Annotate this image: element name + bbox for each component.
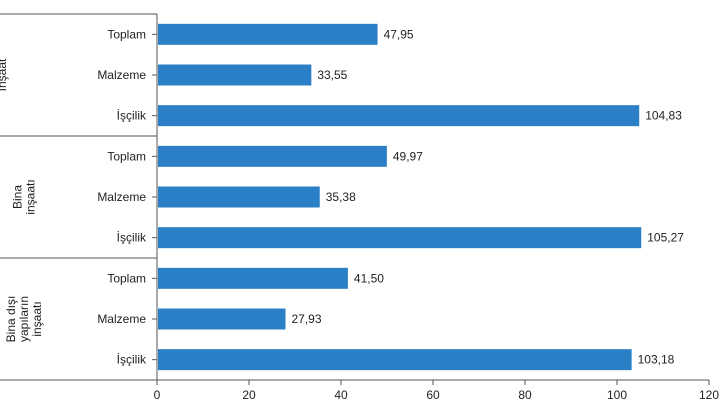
bar	[158, 267, 348, 289]
x-tick-label: 60	[426, 388, 440, 402]
category-label: Malzeme	[97, 68, 146, 82]
category-label: İşçilik	[117, 353, 147, 367]
category-label: İşçilik	[117, 231, 147, 245]
group-label-line: inşaatı	[30, 301, 44, 336]
bar	[158, 308, 286, 330]
category-label: Toplam	[107, 149, 146, 163]
x-tick-label: 100	[607, 388, 627, 402]
bar	[158, 227, 642, 249]
group-label-line: yapıların	[17, 296, 31, 342]
category-label: Malzeme	[97, 312, 146, 326]
value-label: 105,27	[647, 231, 684, 245]
x-tick-label: 40	[334, 388, 348, 402]
value-label: 33,55	[317, 68, 347, 82]
category-label: İşçilik	[117, 109, 147, 123]
group-label: Bina dışıyapılarıninşaatı	[4, 296, 44, 343]
group-label-line: inşaatı	[24, 179, 38, 214]
group-label: İnşaat	[0, 58, 9, 91]
value-label: 49,97	[393, 149, 423, 163]
value-label: 104,83	[645, 109, 682, 123]
bar	[158, 105, 640, 127]
value-label: 35,38	[326, 190, 356, 204]
value-label: 47,95	[384, 27, 414, 41]
bar	[158, 23, 378, 45]
group-label-line: Bina	[11, 185, 25, 209]
bar	[158, 349, 632, 371]
x-tick-label: 80	[518, 388, 532, 402]
x-tick-label: 0	[154, 388, 161, 402]
x-tick-label: 120	[699, 388, 719, 402]
bar	[158, 186, 320, 208]
category-label: Toplam	[107, 271, 146, 285]
bar	[158, 145, 387, 167]
category-label: Malzeme	[97, 190, 146, 204]
category-label: Toplam	[107, 27, 146, 41]
group-label: Binainşaatı	[11, 179, 38, 214]
group-label-line: Bina dışı	[4, 296, 18, 343]
value-label: 41,50	[354, 271, 384, 285]
x-tick-label: 20	[242, 388, 256, 402]
value-label: 103,18	[638, 353, 675, 367]
bar	[158, 64, 312, 86]
group-label-line: İnşaat	[0, 58, 9, 91]
value-label: 27,93	[291, 312, 321, 326]
